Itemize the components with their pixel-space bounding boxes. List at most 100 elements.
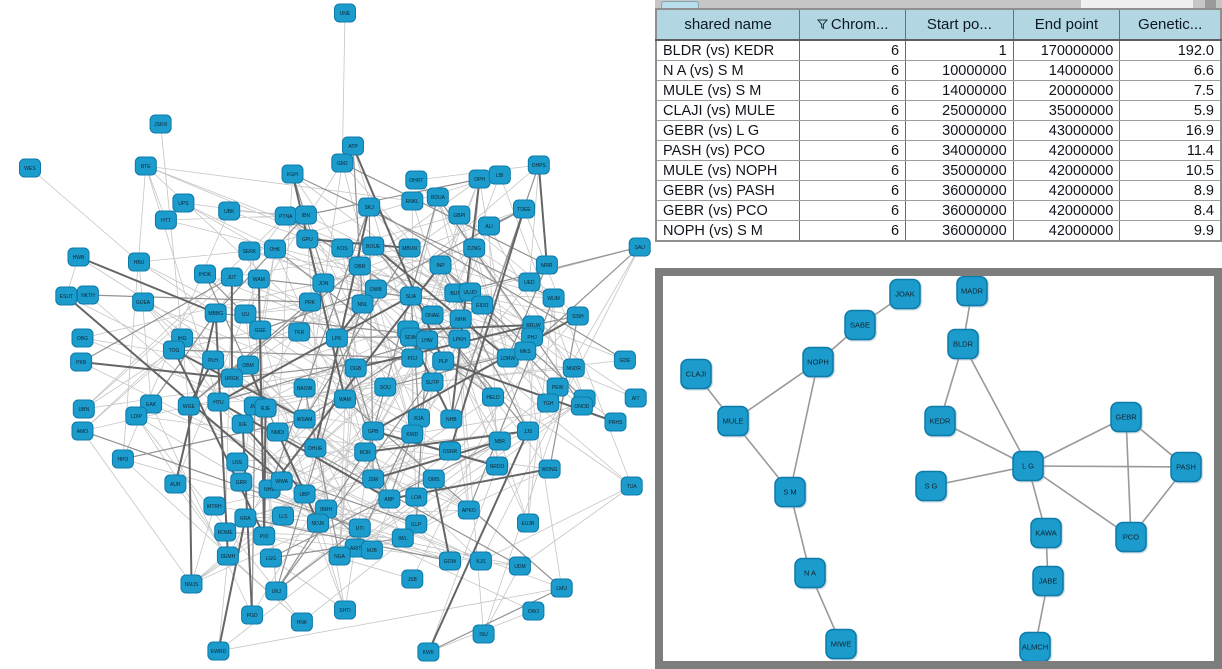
node-shape[interactable]: [628, 237, 651, 257]
table-cell[interactable]: 6: [799, 220, 907, 242]
hairball-node[interactable]: NMDI: [266, 422, 289, 442]
table-cell[interactable]: 170000000: [1012, 39, 1121, 61]
node-shape[interactable]: [488, 165, 511, 185]
hairball-node[interactable]: EWRD: [207, 641, 230, 661]
node-shape[interactable]: [362, 469, 385, 489]
node-shape[interactable]: [231, 414, 254, 434]
network-node-kawa[interactable]: KAWA: [1030, 517, 1062, 549]
hairball-node[interactable]: HNK: [290, 612, 313, 632]
hairball-node[interactable]: WUM: [542, 288, 565, 308]
hairball-node[interactable]: OWJ: [522, 601, 545, 621]
hairball-node[interactable]: JJS: [517, 421, 539, 441]
network-node-kedr[interactable]: KEDR: [924, 405, 956, 437]
node-shape[interactable]: [426, 187, 449, 207]
table-cell[interactable]: N A (vs) S M: [655, 60, 801, 81]
node-shape[interactable]: [440, 409, 463, 429]
node-shape[interactable]: [67, 247, 90, 267]
node-shape[interactable]: [624, 388, 647, 408]
node-shape[interactable]: [613, 350, 636, 370]
hairball-node[interactable]: IBN: [294, 205, 317, 225]
node-shape[interactable]: [471, 295, 494, 315]
network-edge-noph-s-m[interactable]: [789, 361, 819, 493]
hairball-node[interactable]: SAU: [628, 237, 651, 257]
node-shape[interactable]: [358, 197, 381, 217]
network-node-s-g[interactable]: S G: [915, 470, 947, 502]
hairball-node[interactable]: GOW: [439, 551, 461, 571]
table-cell[interactable]: 6: [799, 60, 907, 81]
node-shape[interactable]: [401, 191, 424, 211]
hairball-node[interactable]: GGE: [249, 320, 272, 340]
node-shape[interactable]: [522, 601, 545, 621]
hairball-node[interactable]: OHK: [264, 239, 286, 259]
node-shape[interactable]: [517, 513, 539, 533]
hairball-node[interactable]: NHR: [449, 309, 472, 329]
node-shape[interactable]: [401, 424, 424, 444]
hairball-node[interactable]: LGG: [259, 548, 282, 568]
node-shape[interactable]: [1012, 450, 1044, 482]
hairball-node[interactable]: OSNR: [439, 441, 461, 461]
node-shape[interactable]: [550, 578, 573, 598]
hairball-node[interactable]: NNDR: [562, 358, 585, 378]
hairball-node[interactable]: BOUE: [362, 236, 385, 256]
node-shape[interactable]: [312, 273, 335, 293]
table-row[interactable]: GEBR (vs) PCO 6 36000000 42000000 8.4: [655, 200, 1222, 221]
table-row[interactable]: GEBR (vs) PASH 6 36000000 42000000 8.9: [655, 180, 1222, 201]
node-shape[interactable]: [1115, 521, 1147, 553]
hairball-node[interactable]: LPKH: [448, 329, 471, 349]
column-header-chrom[interactable]: Chrom...: [799, 9, 907, 41]
hairball-node[interactable]: TKR: [288, 322, 311, 342]
table-cell[interactable]: 8.4: [1119, 200, 1222, 221]
hairball-node[interactable]: UPS: [172, 193, 195, 213]
node-shape[interactable]: [132, 292, 155, 312]
hairball-node[interactable]: OHPS: [527, 155, 550, 175]
node-shape[interactable]: [362, 421, 385, 441]
network-edge-l-g-gebr[interactable]: [1027, 416, 1127, 467]
node-shape[interactable]: [422, 469, 445, 489]
node-shape[interactable]: [234, 304, 257, 324]
hairball-node[interactable]: OBR: [348, 256, 371, 276]
hairball-node[interactable]: KWK: [417, 642, 440, 662]
node-shape[interactable]: [270, 471, 293, 491]
hairball-node[interactable]: WWA: [270, 471, 293, 491]
table-cell[interactable]: GEBR (vs) PCO: [655, 200, 801, 221]
hairball-node[interactable]: WAM: [247, 269, 270, 289]
network-node-pash[interactable]: PASH: [1170, 451, 1202, 483]
table-cell[interactable]: 42000000: [1012, 140, 1121, 161]
node-shape[interactable]: [1019, 631, 1051, 662]
hairball-node[interactable]: EIDO: [471, 295, 494, 315]
table-row[interactable]: GEBR (vs) L G 6 30000000 43000000 16.9: [655, 120, 1222, 141]
hairball-node[interactable]: PDJ: [401, 348, 424, 368]
node-shape[interactable]: [76, 285, 99, 305]
node-shape[interactable]: [281, 164, 304, 184]
hairball-node[interactable]: MBUN: [398, 238, 421, 258]
network-node-bldr[interactable]: BLDR: [947, 328, 979, 360]
hairball-node[interactable]: MRR: [535, 255, 558, 275]
hairball-node[interactable]: SHTI: [334, 600, 356, 620]
hairball-node[interactable]: UBN: [72, 399, 95, 419]
table-cell[interactable]: 6: [799, 140, 907, 161]
hairball-node[interactable]: ONAE: [421, 305, 444, 325]
hairball-node[interactable]: PLP: [432, 351, 455, 371]
hairball-node[interactable]: KOS: [331, 238, 354, 258]
node-shape[interactable]: [513, 199, 535, 219]
node-shape[interactable]: [163, 340, 185, 360]
hairball-node[interactable]: SUTP: [421, 372, 444, 392]
table-cell[interactable]: NOPH (vs) S M: [655, 220, 801, 242]
node-shape[interactable]: [538, 459, 561, 479]
node-shape[interactable]: [351, 294, 374, 314]
node-shape[interactable]: [362, 236, 385, 256]
network-node-l-g[interactable]: L G: [1012, 450, 1044, 482]
hairball-node[interactable]: MBBG: [204, 303, 227, 323]
node-shape[interactable]: [259, 548, 282, 568]
node-shape[interactable]: [399, 286, 422, 306]
hairball-node[interactable]: NMJS: [180, 574, 203, 594]
table-cell[interactable]: 36000000: [905, 200, 1014, 221]
hairball-node[interactable]: SISH: [566, 306, 589, 326]
hairball-node[interactable]: HTT: [154, 210, 177, 230]
hairball-node[interactable]: ISU: [472, 624, 495, 644]
network-node-s-m[interactable]: S M: [774, 476, 806, 508]
node-shape[interactable]: [364, 279, 387, 299]
hairball-node[interactable]: GRR: [230, 472, 253, 492]
node-shape[interactable]: [889, 278, 921, 310]
table-cell[interactable]: 42000000: [1012, 200, 1121, 221]
